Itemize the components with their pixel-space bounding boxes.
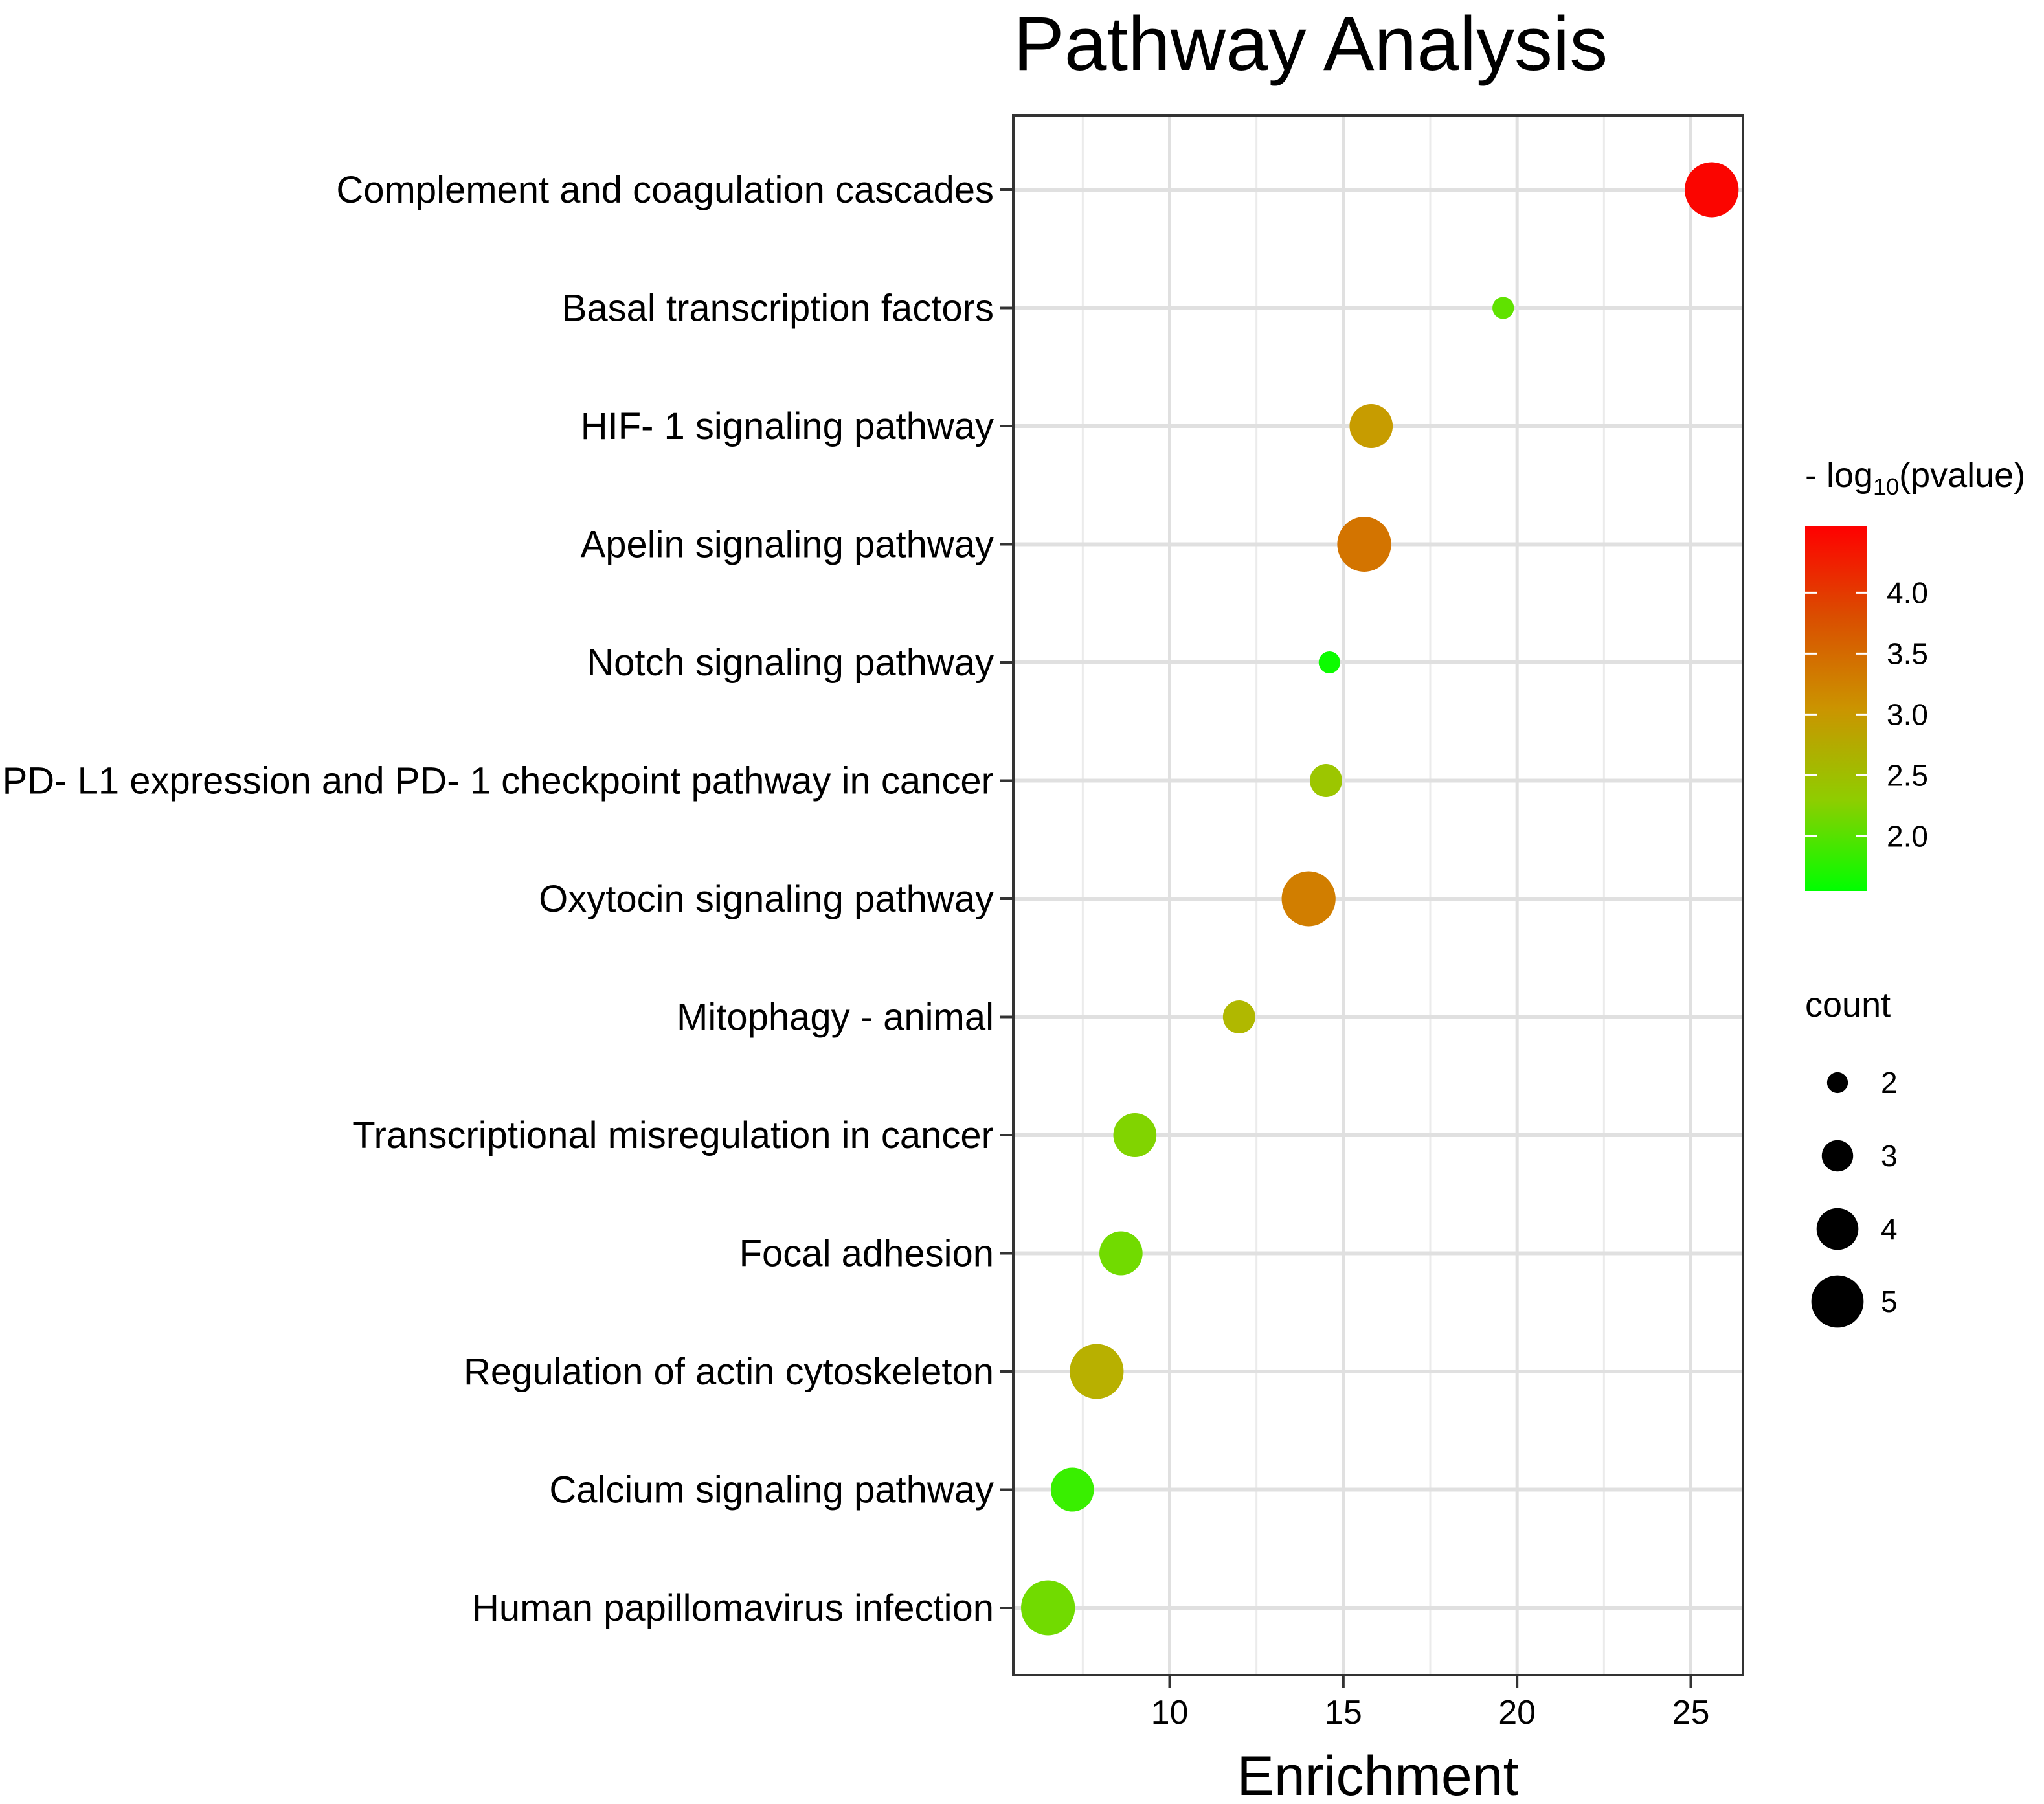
y-tick-label: Calcium signaling pathway [549, 1469, 994, 1511]
y-tick-label: Regulation of actin cytoskeleton [464, 1351, 994, 1393]
y-tick-label: Human papillomavirus infection [472, 1587, 994, 1629]
color-legend-title-prefix: - log [1805, 456, 1873, 495]
colorbar-tick-label: 3.5 [1887, 637, 1928, 670]
x-tick-label: 15 [1325, 1694, 1362, 1731]
y-tick-label: Transcriptional misregulation in cancer [352, 1114, 994, 1156]
data-point [1222, 1000, 1255, 1033]
y-tick-label: Mitophagy - animal [677, 997, 994, 1039]
data-point [1021, 1580, 1075, 1636]
y-tick-label: Basal transcription factors [562, 288, 994, 330]
colorbar-tick-label: 2.0 [1887, 819, 1928, 853]
x-tick-label: 10 [1151, 1694, 1189, 1731]
color-legend-title-subscript: 10 [1873, 473, 1899, 500]
color-legend-title-suffix: (pvalue) [1899, 456, 2025, 495]
colorbar-tick-label: 4.0 [1887, 576, 1928, 609]
plot-panel [1012, 114, 1744, 1676]
size-legend-dot [1821, 1140, 1854, 1172]
data-point [1099, 1231, 1143, 1276]
size-legend-label: 4 [1881, 1212, 1898, 1246]
y-axis: Complement and coagulation cascades Basal… [3, 169, 1013, 1629]
y-tick-label: PD- L1 expression and PD- 1 checkpoint p… [3, 760, 994, 802]
data-point [1281, 871, 1336, 927]
size-legend-label: 2 [1881, 1066, 1898, 1099]
data-point [1337, 517, 1391, 572]
data-point [1050, 1467, 1094, 1512]
colorbar-tick-label: 2.5 [1887, 758, 1928, 792]
x-axis-title: Enrichment [1237, 1745, 1519, 1804]
data-point [1113, 1113, 1157, 1157]
size-legend-dot [1826, 1072, 1848, 1094]
size-legend-dot [1816, 1208, 1859, 1250]
size-legend-keys: 2 3 4 5 [1811, 1066, 1898, 1328]
data-point [1310, 764, 1342, 797]
data-point [1492, 297, 1514, 319]
x-tick-label: 25 [1672, 1694, 1710, 1731]
data-point [1349, 404, 1393, 448]
y-tick-label: HIF- 1 signaling pathway [581, 405, 994, 447]
size-legend: count 2 3 4 5 [1805, 986, 1898, 1328]
x-tick-label: 20 [1498, 1694, 1536, 1731]
color-legend-title: - log10(pvalue) [1805, 456, 2025, 500]
color-legend: - log10(pvalue) 4.0 3.5 3.0 2.5 2.0 [1805, 456, 2025, 891]
y-tick-label: Apelin signaling pathway [581, 524, 994, 566]
size-legend-label: 5 [1881, 1285, 1898, 1318]
x-axis: 10 15 20 25 [1151, 1675, 1710, 1731]
colorbar-tick-label: 3.0 [1887, 697, 1928, 731]
size-legend-label: 3 [1881, 1139, 1898, 1173]
data-point [1685, 162, 1739, 218]
y-tick-label: Notch signaling pathway [587, 642, 994, 684]
data-points [1021, 162, 1739, 1636]
y-tick-label: Focal adhesion [739, 1233, 994, 1275]
colorbar-ticks: 4.0 3.5 3.0 2.5 2.0 [1805, 576, 1928, 853]
plot-border [1012, 114, 1744, 1676]
chart-title: Pathway Analysis [1013, 1, 1608, 87]
data-point [1070, 1344, 1124, 1399]
data-point [1318, 651, 1341, 673]
y-tick-label: Complement and coagulation cascades [336, 169, 994, 211]
y-tick-label: Oxytocin signaling pathway [539, 878, 994, 920]
size-legend-title: count [1805, 986, 1891, 1024]
plot-background [1013, 115, 1743, 1675]
colorbar [1805, 526, 1867, 891]
gridlines [1013, 115, 1743, 1675]
size-legend-dot [1811, 1275, 1864, 1328]
